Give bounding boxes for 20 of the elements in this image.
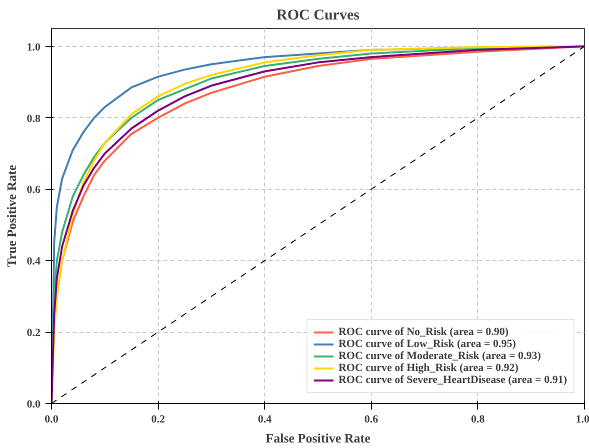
y-tick-label: 0.0: [26, 398, 41, 410]
legend-label: ROC curve of High_Risk (area = 0.92): [338, 362, 518, 374]
y-tick-label: 0.8: [26, 112, 41, 125]
x-tick-label: 0.0: [44, 414, 59, 426]
x-tick-label: 1.0: [576, 414, 589, 426]
legend-label: ROC curve of Low_Risk (area = 0.95): [338, 338, 516, 350]
x-axis-title: False Positive Rate: [266, 430, 371, 446]
y-tick-label: 0.2: [26, 327, 41, 340]
legend-label: ROC curve of No_Risk (area = 0.90): [338, 326, 509, 338]
x-tick-label: 0.4: [258, 414, 272, 426]
y-tick-label: 0.6: [26, 184, 41, 196]
x-tick-label: 0.8: [471, 414, 486, 426]
y-tick-label: 1.0: [26, 41, 41, 54]
y-tick-label: 0.4: [26, 256, 41, 268]
x-tick-label: 0.6: [364, 414, 379, 426]
chart-title: ROC Curves: [276, 8, 360, 24]
legend-label: ROC curve of Severe_HeartDisease (area = 0.91): [338, 374, 567, 386]
x-tick-label: 0.2: [151, 414, 166, 426]
y-axis-title: True Positive Rate: [4, 164, 19, 268]
legend-label: ROC curve of Moderate_Risk (area = 0.93): [338, 350, 541, 362]
